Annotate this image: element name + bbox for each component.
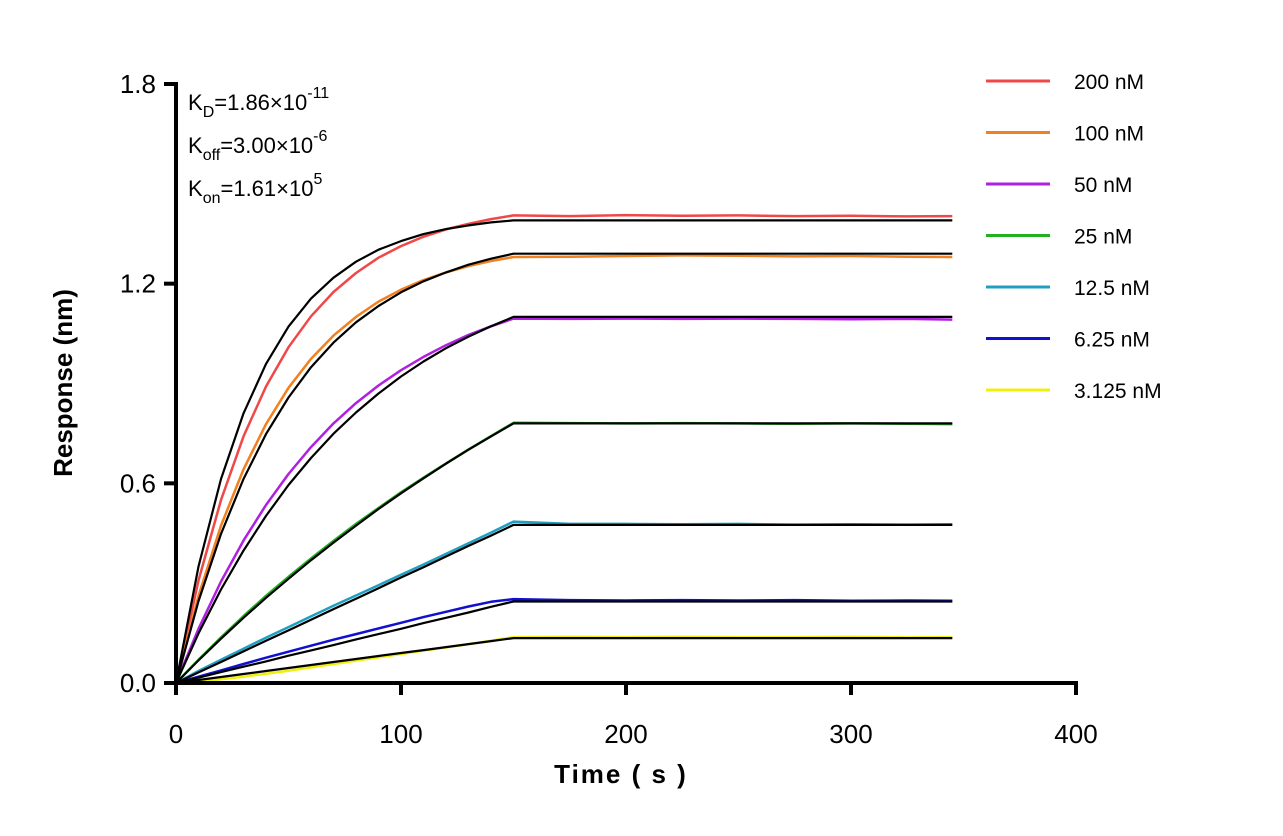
legend-label: 100 nM	[1074, 123, 1144, 146]
series-line-25-nM	[175, 421, 953, 684]
fit-line-50-nM	[174, 315, 953, 684]
kinetic-constants-annotation: KD=1.86×10-11 Koff=3.00×10-6 Kon=1.61×105	[188, 85, 329, 207]
series-line-200-nM	[174, 213, 953, 684]
x-tick-label: 100	[379, 719, 422, 749]
y-tick-label: 0.0	[120, 668, 156, 698]
legend: 200 nM 100 nM 50 nM 25 nM 12.5 nM 6.25 nM 3.12…	[986, 71, 1162, 403]
fit-line-200-nM	[174, 219, 953, 684]
legend-label: 3.125 nM	[1074, 380, 1162, 403]
axes: 0.0 0.6 1.2 1.8 0 100 200 300 400	[120, 69, 1098, 749]
kinetic-constant-D: KD=1.86×10-11	[188, 85, 329, 121]
kinetic-constant-on: Kon=1.61×105	[188, 171, 322, 207]
series-line-50-nM	[174, 317, 953, 684]
legend-item: 200 nM	[986, 71, 1144, 94]
y-tick-label: 0.6	[120, 468, 156, 498]
legend-label: 6.25 nM	[1074, 329, 1150, 352]
y-axis-label: Response (nm)	[48, 289, 78, 477]
legend-item: 3.125 nM	[986, 380, 1162, 403]
series-line-3.125-nM	[175, 635, 953, 685]
legend-item: 6.25 nM	[986, 329, 1150, 352]
legend-item: 50 nM	[986, 174, 1132, 197]
legend-item: 25 nM	[986, 226, 1132, 249]
fit-line-6.25-nM	[175, 600, 953, 685]
legend-label: 200 nM	[1074, 71, 1144, 94]
x-tick-label: 300	[829, 719, 872, 749]
plot-area	[174, 213, 953, 685]
fit-line-100-nM	[174, 252, 953, 684]
x-tick-label: 200	[604, 719, 647, 749]
kinetic-constant-off: Koff=3.00×10-6	[188, 128, 328, 164]
x-tick-label: 400	[1054, 719, 1097, 749]
legend-label: 25 nM	[1074, 226, 1132, 249]
fit-line-25-nM	[175, 422, 953, 684]
legend-item: 100 nM	[986, 123, 1144, 146]
x-tick-label: 0	[169, 719, 183, 749]
y-tick-label: 1.8	[120, 69, 156, 99]
legend-label: 12.5 nM	[1074, 277, 1150, 300]
legend-item: 12.5 nM	[986, 277, 1150, 300]
x-axis-label: Time ( s )	[554, 759, 688, 789]
fit-line-12.5-nM	[175, 523, 953, 684]
legend-label: 50 nM	[1074, 174, 1132, 197]
y-tick-label: 1.2	[120, 269, 156, 299]
fit-line-3.125-nM	[175, 636, 953, 685]
